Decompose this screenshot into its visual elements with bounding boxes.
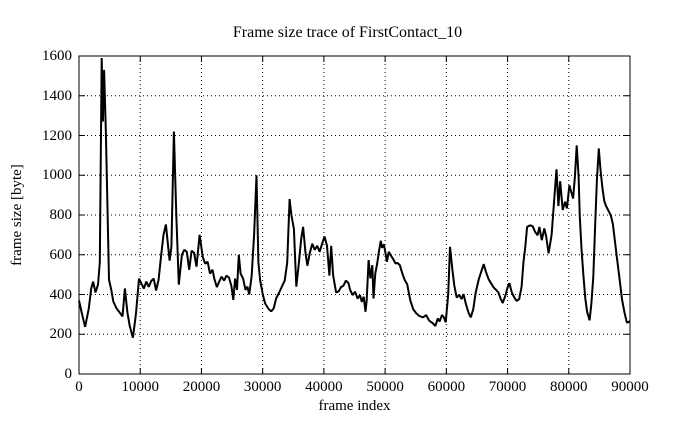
x-tick-label: 70000 [488,379,527,395]
y-tick-label: 1600 [42,48,72,64]
x-axis-label: frame index [318,398,391,414]
x-tick-label: 60000 [427,379,466,395]
x-tick-label: 30000 [243,379,282,395]
y-tick-label: 400 [49,286,73,303]
x-tick-label: 90000 [611,379,649,395]
y-tick-label: 0 [64,366,73,382]
y-tick-label: 1000 [42,167,72,184]
x-tick-label: 80000 [550,379,588,395]
y-tick-label: 200 [49,326,73,343]
x-tick-label: 0 [75,379,83,395]
y-tick-label: 600 [49,246,73,263]
x-tick-label: 10000 [121,379,159,395]
y-tick-label: 1200 [42,127,72,144]
x-tick-label: 20000 [182,379,221,395]
grid-lines [79,56,630,374]
y-tick-label: 800 [49,207,73,223]
trace-line [78,57,631,339]
chart-title: Frame size trace of FirstContact_10 [232,24,463,41]
x-tick-label: 40000 [305,379,343,395]
plot-border [78,55,631,375]
x-tick-label: 50000 [366,379,404,395]
y-tick-label: 1400 [42,87,72,104]
